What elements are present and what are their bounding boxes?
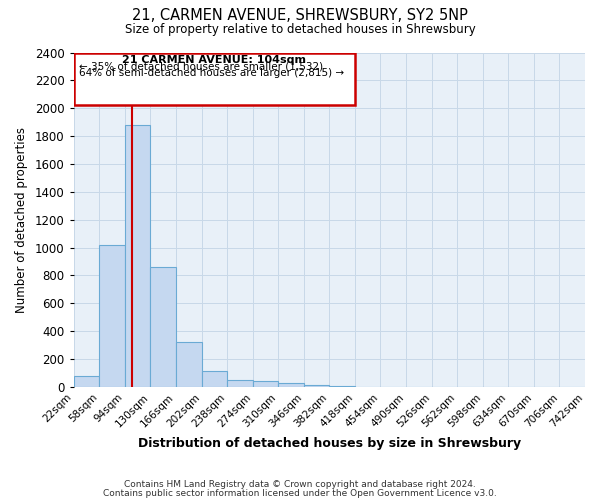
Bar [125,125,151,387]
Bar [74,52,355,106]
Text: 21 CARMEN AVENUE: 104sqm: 21 CARMEN AVENUE: 104sqm [122,54,307,64]
Bar [99,245,125,387]
Bar [304,386,329,387]
Y-axis label: Number of detached properties: Number of detached properties [15,126,28,312]
Text: Size of property relative to detached houses in Shrewsbury: Size of property relative to detached ho… [125,22,475,36]
Bar [253,382,278,387]
Text: Contains public sector information licensed under the Open Government Licence v3: Contains public sector information licen… [103,488,497,498]
Bar [329,386,355,387]
Bar [176,342,202,387]
Bar [151,267,176,387]
Text: Contains HM Land Registry data © Crown copyright and database right 2024.: Contains HM Land Registry data © Crown c… [124,480,476,489]
Text: ← 35% of detached houses are smaller (1,532): ← 35% of detached houses are smaller (1,… [79,62,323,72]
Bar [278,384,304,387]
Bar [202,371,227,387]
Text: 21, CARMEN AVENUE, SHREWSBURY, SY2 5NP: 21, CARMEN AVENUE, SHREWSBURY, SY2 5NP [132,8,468,22]
Bar [227,380,253,387]
X-axis label: Distribution of detached houses by size in Shrewsbury: Distribution of detached houses by size … [138,437,521,450]
Bar [74,376,99,387]
Text: 64% of semi-detached houses are larger (2,815) →: 64% of semi-detached houses are larger (… [79,68,344,78]
